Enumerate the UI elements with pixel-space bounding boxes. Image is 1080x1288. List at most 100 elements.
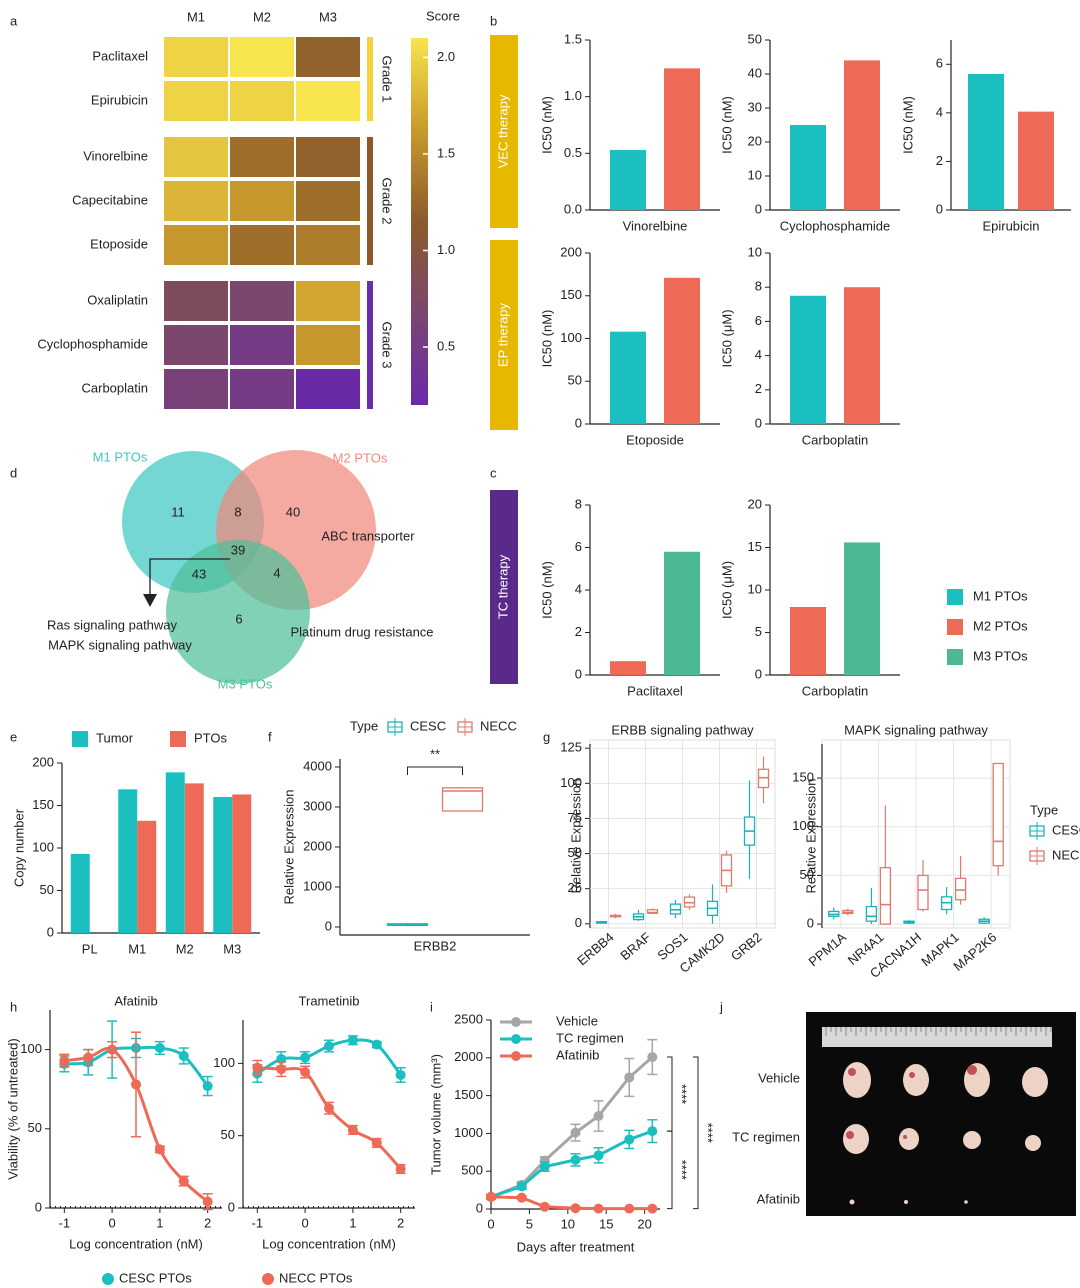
row-label: Carboplatin bbox=[82, 380, 149, 395]
x-tick-label: GRB2 bbox=[728, 929, 765, 963]
heat-cell bbox=[296, 225, 360, 265]
heat-cell bbox=[296, 325, 360, 365]
row-label: Paclitaxel bbox=[92, 48, 148, 63]
y-tick-label: 1000 bbox=[303, 878, 332, 893]
y-tick-label: 8 bbox=[755, 279, 762, 294]
y-tick-label: 50 bbox=[221, 1127, 235, 1142]
point bbox=[624, 1203, 635, 1214]
row-label: Vinorelbine bbox=[83, 148, 148, 163]
colorbar-title: Score bbox=[426, 8, 460, 23]
heat-cell bbox=[230, 181, 294, 221]
y-axis-label: Relative Expression bbox=[803, 779, 818, 894]
x-tick-label: 20 bbox=[637, 1216, 651, 1231]
point bbox=[593, 1111, 604, 1122]
bar bbox=[664, 551, 700, 675]
heat-cell bbox=[296, 37, 360, 77]
colorbar-tick-label: 1.5 bbox=[437, 145, 455, 160]
y-tick-label: 6 bbox=[575, 539, 582, 554]
y-tick-label: 40 bbox=[748, 65, 762, 80]
legend-label: Afatinib bbox=[556, 1047, 599, 1062]
y-tick-label: 6 bbox=[936, 56, 943, 71]
y-tick-label: 50 bbox=[800, 867, 814, 882]
point bbox=[593, 1203, 604, 1214]
column-label: M1 bbox=[187, 9, 205, 24]
bar bbox=[137, 820, 157, 933]
column-label: M2 bbox=[253, 9, 271, 24]
panel-letter: i bbox=[430, 999, 433, 1014]
chart-title: Trametinib bbox=[299, 993, 360, 1008]
row-label: Epirubicin bbox=[91, 92, 148, 107]
heat-cell bbox=[296, 281, 360, 321]
heat-cell bbox=[164, 369, 228, 409]
significance-bracket bbox=[667, 1056, 673, 1132]
significance: **** bbox=[675, 1160, 690, 1180]
legend-label: PTOs bbox=[194, 730, 227, 745]
y-tick-label: 30 bbox=[748, 99, 762, 114]
legend-label: M1 PTOs bbox=[973, 588, 1028, 603]
x-tick-label: Cyclophosphamide bbox=[780, 218, 891, 233]
point bbox=[300, 1052, 311, 1063]
point bbox=[276, 1064, 287, 1075]
bar bbox=[790, 125, 826, 210]
row-label: Etoposide bbox=[90, 236, 148, 251]
point bbox=[539, 1161, 550, 1172]
significance: **** bbox=[675, 1084, 690, 1104]
significance-bracket bbox=[667, 1130, 673, 1210]
bar bbox=[844, 60, 880, 211]
y-tick-label: 6 bbox=[755, 313, 762, 328]
bar bbox=[184, 783, 204, 933]
x-tick-label: ERBB2 bbox=[414, 938, 457, 953]
region-count: 39 bbox=[231, 542, 245, 557]
spot bbox=[909, 1072, 915, 1078]
x-tick-label: ERBB4 bbox=[574, 929, 616, 968]
therapy-band bbox=[490, 35, 518, 228]
y-tick-label: 3000 bbox=[303, 798, 332, 813]
tumor bbox=[963, 1131, 981, 1149]
legend-label: TC regimen bbox=[556, 1030, 624, 1045]
tumor bbox=[849, 1199, 855, 1205]
heat-cell bbox=[230, 281, 294, 321]
bar bbox=[844, 287, 880, 424]
x-tick-label: Epirubicin bbox=[982, 218, 1039, 233]
panel-letter: d bbox=[10, 465, 17, 480]
region-count: 8 bbox=[234, 504, 241, 519]
legend-marker bbox=[511, 1034, 521, 1044]
box bbox=[879, 866, 892, 925]
y-tick-label: 100 bbox=[560, 330, 582, 345]
x-axis-label: Days after treatment bbox=[517, 1239, 635, 1254]
y-tick-label: 0 bbox=[325, 918, 332, 933]
heat-cell bbox=[164, 181, 228, 221]
tumor bbox=[903, 1064, 929, 1096]
point bbox=[647, 1052, 658, 1063]
significance: **** bbox=[701, 1123, 716, 1143]
venn-set bbox=[166, 540, 310, 684]
x-tick-label: Paclitaxel bbox=[627, 683, 683, 698]
point bbox=[371, 1137, 382, 1148]
point bbox=[131, 1079, 141, 1090]
legend-title: Type bbox=[350, 718, 378, 733]
point bbox=[570, 1154, 581, 1165]
legend-swatch bbox=[170, 731, 186, 747]
legend-label: CESC bbox=[1052, 822, 1080, 837]
chart-title: MAPK signaling pathway bbox=[844, 722, 988, 737]
bar bbox=[165, 772, 185, 933]
chart-title: Afatinib bbox=[114, 993, 157, 1008]
y-tick-label: 4000 bbox=[303, 758, 332, 773]
photo-row-label: Afatinib bbox=[757, 1191, 800, 1206]
legend-label: Vehicle bbox=[556, 1013, 598, 1028]
y-axis-label: Tumor volume (mm³) bbox=[428, 1054, 443, 1175]
y-tick-label: 100 bbox=[560, 775, 582, 790]
point bbox=[324, 1041, 334, 1052]
x-tick-label: M1 bbox=[128, 941, 146, 956]
x-axis-label: Log concentration (nM) bbox=[69, 1236, 203, 1251]
y-tick-label: 50 bbox=[28, 1120, 42, 1135]
y-tick-label: 500 bbox=[461, 1163, 483, 1178]
bar bbox=[610, 331, 646, 424]
photo-row-label: TC regimen bbox=[732, 1129, 800, 1144]
significance-bracket bbox=[407, 766, 463, 775]
y-tick-label: 10 bbox=[748, 167, 762, 182]
y-axis-label: IC50 (μM) bbox=[719, 309, 734, 367]
point bbox=[154, 1043, 165, 1054]
x-tick-label: 10 bbox=[561, 1216, 575, 1231]
spot bbox=[848, 1068, 856, 1076]
